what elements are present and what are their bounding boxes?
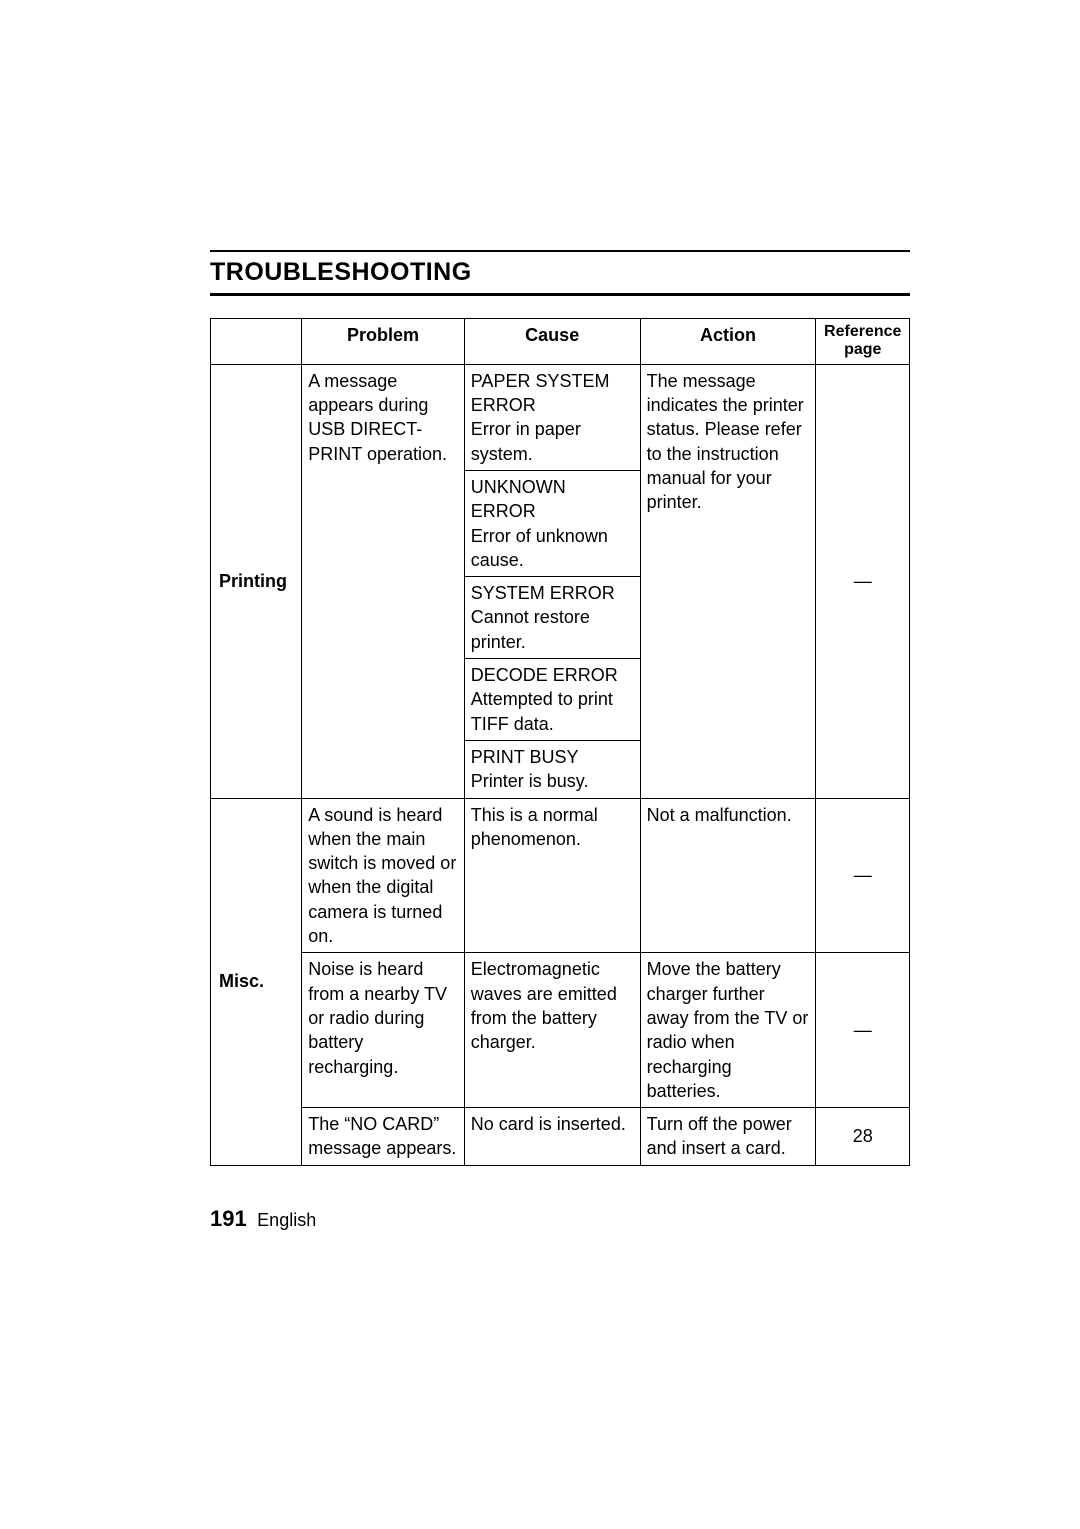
header-row: Problem Cause Action Reference page	[211, 319, 910, 365]
reference-cell: 28	[816, 1108, 910, 1166]
table-head: Problem Cause Action Reference page	[211, 319, 910, 365]
page-container: TROUBLESHOOTING Problem Cause Action Ref…	[0, 0, 1080, 1232]
cause-subitem: SYSTEM ERROR Cannot restore printer.	[465, 576, 640, 658]
table-row: The “NO CARD” message appears.No card is…	[211, 1108, 910, 1166]
problem-cell: A message appears during USB DIRECT-PRIN…	[302, 364, 465, 798]
cause-subitem: DECODE ERROR Attempted to print TIFF dat…	[465, 658, 640, 740]
cause-subitem: PAPER SYSTEM ERROR Error in paper system…	[465, 365, 640, 470]
problem-cell: The “NO CARD” message appears.	[302, 1108, 465, 1166]
header-reference: Reference page	[816, 319, 910, 365]
header-problem: Problem	[302, 319, 465, 365]
cause-cell: Electromagnetic waves are emitted from t…	[464, 953, 640, 1108]
rule-thick	[210, 293, 910, 296]
cause-cell: PAPER SYSTEM ERROR Error in paper system…	[464, 364, 640, 798]
rule-top	[210, 250, 910, 252]
reference-cell: —	[816, 953, 910, 1108]
problem-cell: Noise is heard from a nearby TV or radio…	[302, 953, 465, 1108]
cause-cell: This is a normal phenomenon.	[464, 798, 640, 953]
category-cell: Printing	[211, 364, 302, 798]
reference-cell: —	[816, 364, 910, 798]
category-cell: Misc.	[211, 798, 302, 1165]
header-cause: Cause	[464, 319, 640, 365]
page-title: TROUBLESHOOTING	[210, 258, 910, 287]
reference-cell: —	[816, 798, 910, 953]
action-cell: Move the battery charger further away fr…	[640, 953, 816, 1108]
cause-subitem: PRINT BUSY Printer is busy.	[465, 740, 640, 798]
action-cell: Not a malfunction.	[640, 798, 816, 953]
action-cell: Turn off the power and insert a card.	[640, 1108, 816, 1166]
page-footer: 191 English	[210, 1206, 910, 1232]
header-category	[211, 319, 302, 365]
problem-cell: A sound is heard when the main switch is…	[302, 798, 465, 953]
header-action: Action	[640, 319, 816, 365]
table-row: Noise is heard from a nearby TV or radio…	[211, 953, 910, 1108]
cause-subitem: UNKNOWN ERROR Error of unknown cause.	[465, 470, 640, 576]
table-row: PrintingA message appears during USB DIR…	[211, 364, 910, 798]
troubleshooting-table: Problem Cause Action Reference page Prin…	[210, 318, 910, 1166]
action-cell: The message indicates the printer status…	[640, 364, 816, 798]
page-language: English	[257, 1210, 316, 1230]
table-row: Misc.A sound is heard when the main swit…	[211, 798, 910, 953]
table-body: PrintingA message appears during USB DIR…	[211, 364, 910, 1165]
page-number: 191	[210, 1206, 247, 1231]
cause-cell: No card is inserted.	[464, 1108, 640, 1166]
